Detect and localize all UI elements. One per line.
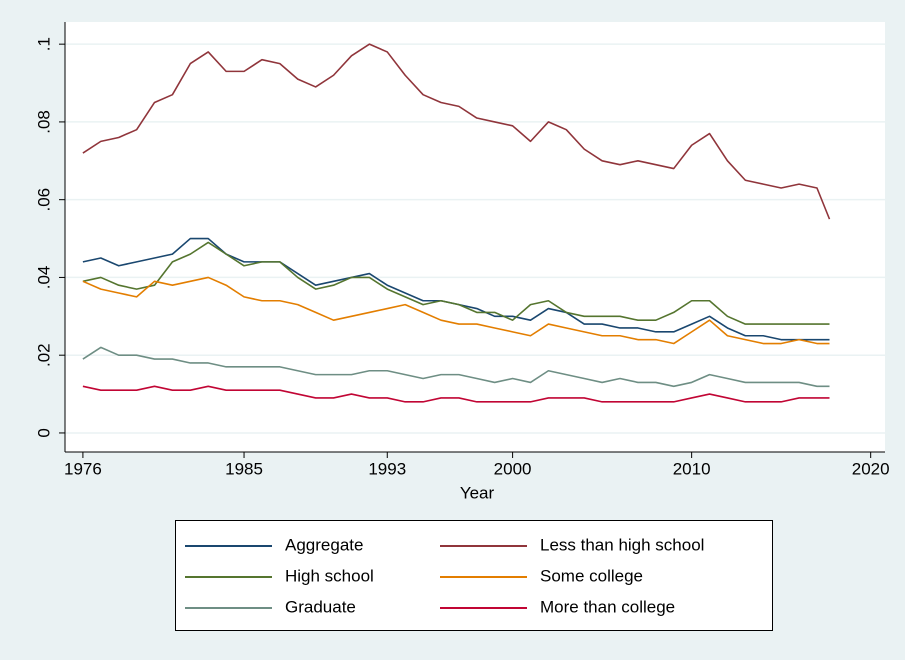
legend-label: Aggregate bbox=[285, 535, 363, 554]
y-tick-label: .06 bbox=[34, 188, 53, 212]
series-line bbox=[82, 43, 831, 220]
y-tick-label: .04 bbox=[34, 266, 53, 290]
legend-label: Less than high school bbox=[540, 535, 704, 554]
y-tick-label: .08 bbox=[34, 110, 53, 134]
y-tick-label: .02 bbox=[34, 343, 53, 367]
x-axis-title: Year bbox=[460, 483, 495, 502]
y-tick-label: 0 bbox=[34, 428, 53, 437]
x-tick-label: 2010 bbox=[673, 459, 711, 478]
x-tick-label: 2000 bbox=[494, 459, 532, 478]
x-tick-label: 1976 bbox=[64, 459, 102, 478]
series-line bbox=[82, 276, 830, 345]
series-line bbox=[82, 385, 830, 403]
y-tick-label: .1 bbox=[34, 37, 53, 51]
legend-label: Some college bbox=[540, 566, 643, 585]
series-line bbox=[82, 346, 830, 388]
series-line bbox=[82, 241, 830, 325]
plot-area bbox=[65, 22, 885, 452]
legend-label: High school bbox=[285, 566, 374, 585]
x-tick-label: 1985 bbox=[225, 459, 263, 478]
x-tick-label: 1993 bbox=[368, 459, 406, 478]
legend-label: More than college bbox=[540, 597, 675, 616]
x-tick-label: 2020 bbox=[852, 459, 890, 478]
legend bbox=[175, 520, 773, 631]
legend-label: Graduate bbox=[285, 597, 356, 616]
